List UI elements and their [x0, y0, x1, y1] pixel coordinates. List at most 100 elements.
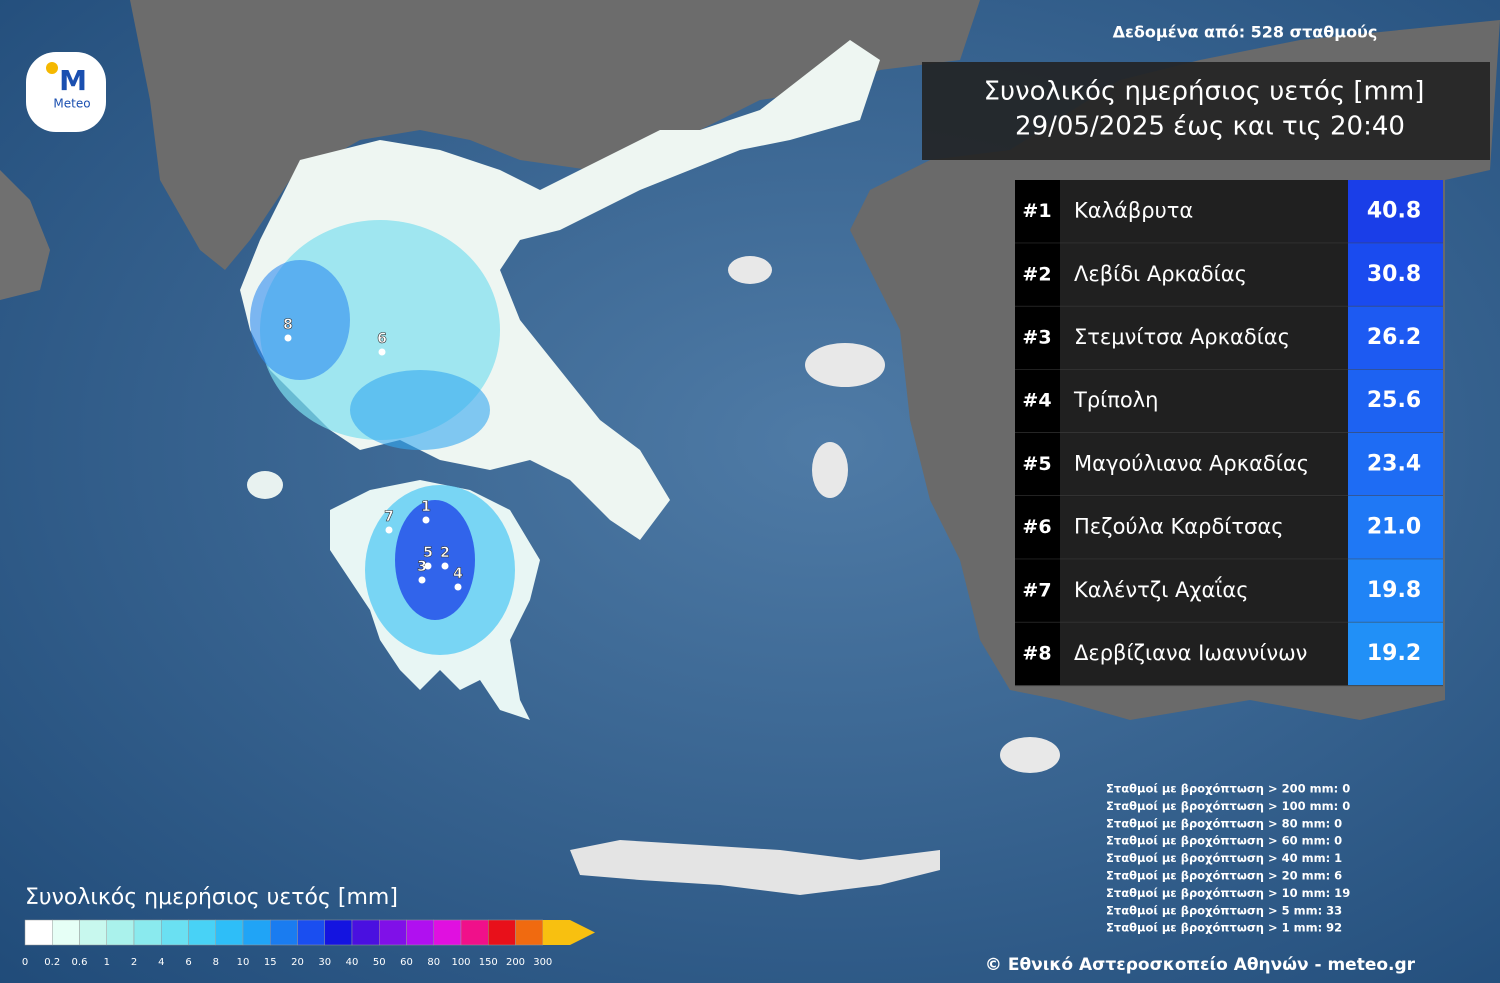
station-label: 6	[377, 331, 387, 347]
rank-cell	[1015, 369, 1060, 433]
stat-line: Σταθμοί με βροχόπτωση > 100 mm: 0	[1106, 799, 1350, 813]
station-dot	[441, 562, 449, 570]
station-value: 19.8	[1367, 578, 1421, 603]
stat-line: Σταθμοί με βροχόπτωση > 80 mm: 0	[1106, 816, 1342, 830]
legend-label: 60	[400, 957, 413, 968]
legend-swatch	[488, 919, 516, 946]
legend-label: 2	[131, 957, 137, 968]
stat-line: Σταθμοί με βροχόπτωση > 5 mm: 33	[1106, 903, 1342, 917]
italy	[0, 170, 50, 300]
legend-label: 100	[451, 957, 470, 968]
stat-line: Σταθμοί με βροχόπτωση > 20 mm: 6	[1106, 869, 1342, 883]
legend-label: 1	[104, 957, 110, 968]
rain-area	[395, 500, 475, 620]
value-cell	[1348, 432, 1443, 496]
rank-cell	[1015, 243, 1060, 307]
rank-cell	[1015, 496, 1060, 560]
name-cell	[1060, 243, 1348, 307]
legend-label: 200	[506, 957, 525, 968]
rank-cell	[1015, 622, 1060, 686]
name-cell	[1060, 559, 1348, 623]
stat-line: Σταθμοί με βροχόπτωση > 10 mm: 19	[1106, 886, 1350, 900]
station-value: 26.2	[1367, 325, 1421, 350]
rank: #1	[1022, 200, 1051, 222]
station-name: Πεζούλα Καρδίτσας	[1074, 515, 1284, 539]
station-value: 40.8	[1367, 199, 1421, 224]
value-cell	[1348, 243, 1443, 307]
rank: #8	[1022, 643, 1051, 665]
legend-label: 80	[427, 957, 440, 968]
station-name: Λεβίδι Αρκαδίας	[1074, 262, 1247, 286]
rank-cell	[1015, 180, 1060, 244]
stat-line: Σταθμοί με βροχόπτωση > 1 mm: 92	[1106, 921, 1342, 935]
legend-swatch	[188, 919, 216, 946]
name-cell	[1060, 306, 1348, 370]
station-name: Τρίπολη	[1073, 388, 1159, 412]
legend-label: 50	[373, 957, 386, 968]
logo-text: Meteo	[53, 97, 90, 111]
station-label: 3	[417, 559, 427, 575]
island	[812, 442, 848, 498]
stat-line: Σταθμοί με βροχόπτωση > 40 mm: 1	[1106, 851, 1342, 865]
rank: #5	[1022, 453, 1051, 475]
logo-badge	[26, 52, 106, 132]
station-dot	[424, 562, 432, 570]
rank: #4	[1022, 390, 1051, 412]
rank: #3	[1022, 327, 1051, 349]
island	[805, 343, 885, 387]
legend-label: 8	[213, 957, 219, 968]
legend-label: 300	[533, 957, 552, 968]
value-cell	[1348, 306, 1443, 370]
name-cell	[1060, 496, 1348, 560]
crete	[570, 840, 940, 895]
footer: © Εθνικό Αστεροσκοπείο Αθηνών - meteo.gr	[985, 955, 1416, 975]
station-name: Καλέντζι Αχαΐας	[1074, 576, 1249, 602]
station-name: Στεμνίτσα Αρκαδίας	[1074, 325, 1290, 349]
station-name: Δερβίζιανα Ιωαννίνων	[1074, 641, 1307, 665]
station-value: 21.0	[1367, 515, 1421, 540]
legend-swatch	[79, 919, 107, 946]
rain-area	[250, 260, 350, 380]
logo-letter: M	[59, 64, 87, 97]
legend-swatch	[460, 919, 489, 946]
station-label: 4	[453, 566, 463, 582]
legend-swatch	[406, 919, 434, 946]
rain-area	[350, 370, 490, 450]
island	[247, 471, 283, 499]
name-cell	[1060, 369, 1348, 433]
legend-label: 0.6	[72, 957, 88, 968]
legend-swatch	[351, 919, 380, 946]
title: Συνολικός ημερήσιος υετός [mm]	[984, 77, 1425, 107]
legend-label: 15	[264, 957, 277, 968]
station-dot	[422, 516, 430, 524]
stat-line: Σταθμοί με βροχόπτωση > 60 mm: 0	[1106, 834, 1342, 848]
station-value: 19.2	[1367, 641, 1421, 666]
legend-swatch	[242, 919, 271, 946]
station-dot	[284, 334, 292, 342]
rank: #7	[1022, 579, 1051, 601]
island	[1000, 737, 1060, 773]
station-label: 1	[421, 499, 431, 515]
station-value: 25.6	[1367, 388, 1421, 413]
legend-swatch	[297, 919, 325, 946]
legend-swatch	[379, 919, 407, 946]
legend-swatch	[133, 919, 162, 946]
rank-cell	[1015, 559, 1060, 623]
legend-swatch	[515, 919, 543, 946]
legend-arrow	[542, 920, 595, 945]
legend-swatch	[215, 919, 244, 946]
legend-swatch	[24, 919, 53, 946]
value-cell	[1348, 369, 1443, 433]
balkans	[130, 0, 980, 270]
rank-cell	[1015, 306, 1060, 370]
title-date: 29/05/2025 έως και τις 20:40	[1015, 112, 1405, 142]
legend-label: 40	[346, 957, 359, 968]
legend-label: 20	[291, 957, 304, 968]
legend-swatch	[161, 919, 189, 946]
rank-cell	[1015, 432, 1060, 496]
legend-swatch	[270, 919, 298, 946]
rank: #6	[1022, 516, 1051, 538]
legend-title: Συνολικός ημερήσιος υετός [mm]	[25, 885, 398, 910]
legend-label: 6	[185, 957, 191, 968]
station-label: 7	[384, 509, 394, 525]
